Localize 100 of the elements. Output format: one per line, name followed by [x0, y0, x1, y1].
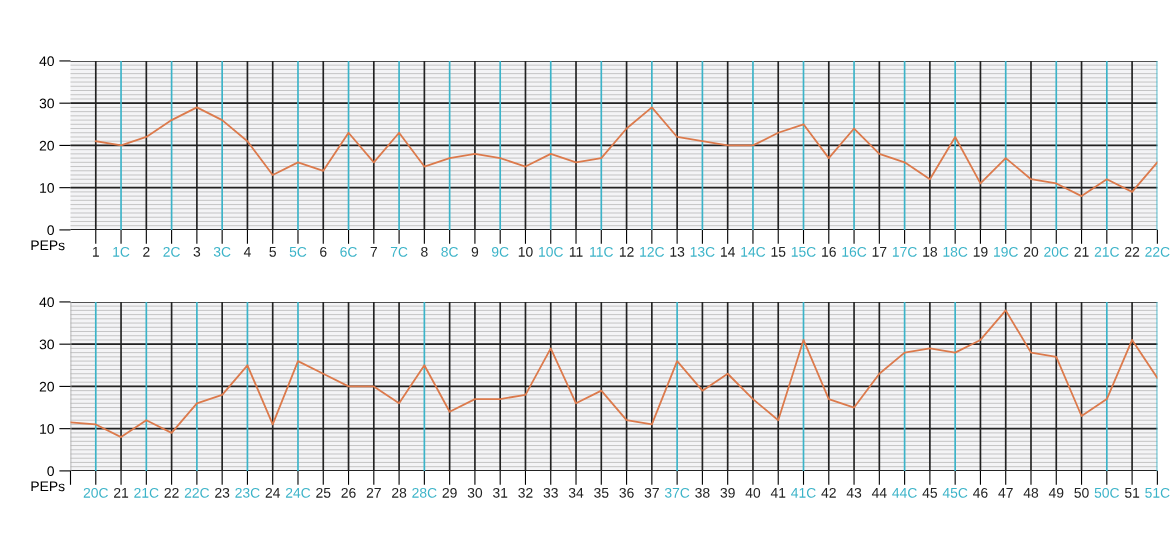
x-tick-label: 43	[846, 487, 862, 498]
x-tick-label: 41C	[791, 487, 816, 498]
x-tick-label: 48	[1023, 487, 1039, 498]
x-tick-label: 13C	[690, 246, 715, 257]
x-tick-label: 17	[872, 247, 887, 257]
x-tick-label: 10C	[539, 246, 563, 257]
x-tick-label: 21C	[134, 487, 159, 498]
x-tick-label: 28	[392, 487, 407, 498]
x-tick-label: 35	[594, 487, 609, 498]
x-tick-label: 18	[923, 246, 938, 257]
x-tick-label: 10	[518, 246, 533, 257]
x-tick-label: 3	[193, 246, 201, 257]
x-tick-label: 33	[543, 487, 558, 498]
x-tick-label: 45	[922, 488, 938, 498]
y-tick-label: 10	[40, 183, 54, 193]
x-tick-label: 45C	[942, 487, 968, 498]
x-tick-label: 21	[114, 487, 129, 498]
x-tick-label: 32	[518, 487, 533, 498]
x-tick-label: 37	[644, 487, 659, 498]
x-tick-label: 11	[569, 247, 583, 257]
x-axis-title: PEPs	[31, 481, 65, 492]
x-tick-label: 38	[695, 487, 710, 498]
x-tick-label: 18C	[943, 246, 968, 257]
x-tick-label: 51	[1124, 488, 1140, 498]
x-tick-label: 21	[1074, 246, 1089, 257]
x-tick-label: 2C	[163, 246, 180, 257]
y-tick-label: 40	[39, 297, 54, 308]
x-tick-label: 6	[320, 246, 327, 257]
x-tick-label: 49	[1048, 487, 1064, 498]
x-tick-label: 20C	[1044, 246, 1069, 257]
y-tick-label: 30	[39, 339, 54, 350]
x-tick-label: 2	[143, 246, 150, 257]
x-tick-label: 1	[92, 247, 99, 257]
x-tick-label: 23C	[235, 487, 260, 498]
x-tick-label: 22	[1125, 246, 1140, 257]
x-tick-label: 36	[619, 487, 634, 498]
line-series	[70, 309, 1158, 439]
x-tick-label: 11C	[590, 246, 613, 257]
y-tick-label: 0	[47, 225, 54, 236]
x-tick-label: 20	[1023, 246, 1039, 257]
x-tick-label: 14	[721, 247, 735, 257]
y-tick-label: 30	[39, 98, 54, 109]
x-tick-label: 6C	[340, 246, 357, 257]
x-tick-label: 5C	[289, 246, 307, 257]
x-tick-label: 4	[243, 247, 251, 257]
x-axis-title: PEPs	[31, 240, 65, 251]
x-tick-label: 25	[316, 487, 331, 498]
y-tick-label: 20	[39, 381, 54, 392]
x-tick-label: 15C	[791, 246, 816, 257]
x-tick-label: 29	[442, 487, 457, 498]
x-tick-label: 13	[670, 246, 685, 257]
x-tick-label: 8C	[441, 246, 458, 257]
x-tick-label: 21C	[1094, 246, 1120, 257]
x-tick-label: 27	[366, 487, 381, 498]
x-tick-label: 51C	[1145, 487, 1170, 498]
x-tick-label: 20C	[83, 487, 108, 498]
x-tick-label: 46	[973, 487, 988, 498]
x-tick-label: 50C	[1094, 487, 1120, 498]
x-tick-label: 30	[467, 487, 483, 498]
x-tick-label: 41	[770, 488, 786, 498]
x-tick-label: 17C	[892, 246, 917, 257]
x-tick-label: 8	[421, 246, 428, 257]
x-tick-label: 42	[821, 487, 836, 498]
x-tick-label: 14C	[741, 246, 766, 257]
x-tick-label: 22	[164, 487, 179, 498]
y-tick-label: 10	[40, 423, 54, 434]
x-tick-label: 34	[568, 487, 584, 498]
x-tick-label: 37C	[664, 487, 690, 498]
x-tick-label: 9	[471, 246, 479, 257]
x-tick-label: 50	[1074, 487, 1089, 498]
x-tick-label: 22C	[184, 487, 210, 498]
x-tick-label: 12	[619, 246, 634, 257]
x-tick-label: 7	[370, 247, 377, 257]
x-tick-label: 47	[998, 488, 1013, 498]
x-tick-label: 7C	[390, 246, 408, 257]
x-tick-label: 24	[265, 487, 281, 498]
x-tick-label: 28C	[412, 487, 437, 498]
x-tick-label: 31	[493, 487, 508, 498]
x-tick-label: 12C	[640, 246, 665, 257]
x-tick-label: 26	[341, 487, 356, 498]
y-tick-label: 20	[39, 140, 54, 151]
x-tick-label: 3C	[213, 246, 231, 257]
x-tick-label: 16	[822, 246, 836, 257]
x-tick-label: 16C	[842, 246, 867, 257]
line-series	[94, 106, 1158, 198]
x-tick-label: 19C	[994, 246, 1018, 257]
x-tick-label: 19	[973, 246, 988, 257]
y-tick-label: 0	[47, 466, 54, 477]
x-tick-label: 5	[269, 247, 276, 257]
x-tick-label: 15	[771, 247, 786, 257]
x-tick-label: 44	[871, 488, 887, 498]
x-tick-label: 23	[215, 487, 230, 498]
x-tick-label: 9C	[491, 246, 509, 257]
x-tick-label: 39	[720, 487, 735, 498]
x-tick-label: 1C	[113, 246, 130, 257]
y-tick-label: 40	[39, 56, 54, 67]
x-tick-label: 44C	[892, 487, 917, 498]
x-tick-label: 40	[745, 487, 761, 498]
x-tick-label: 24C	[285, 487, 311, 498]
x-tick-label: 22C	[1145, 246, 1170, 257]
